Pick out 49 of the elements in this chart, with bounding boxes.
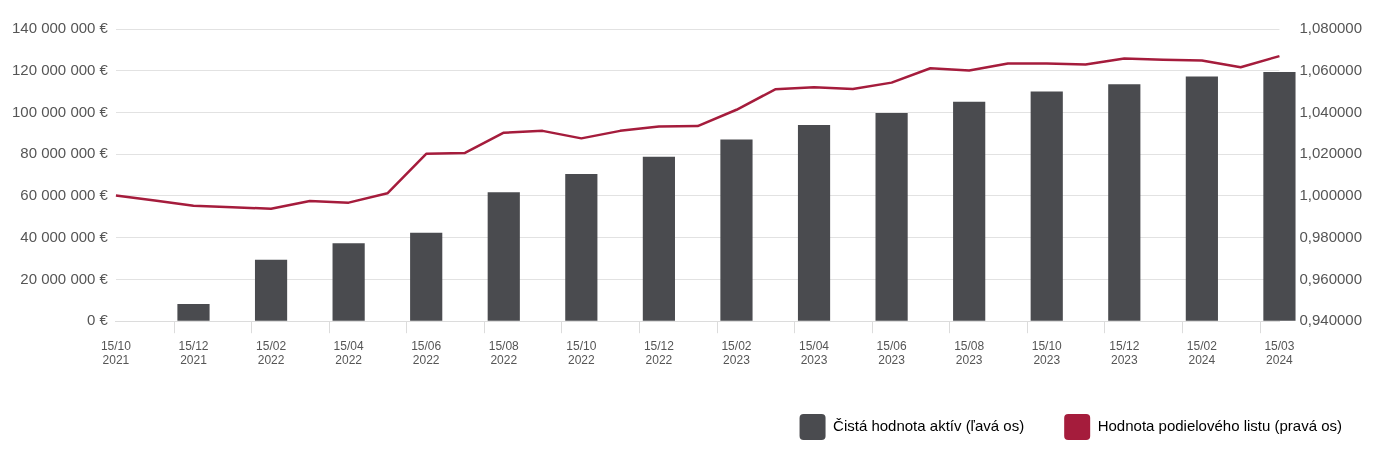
bar [332,243,365,321]
legend-label: Hodnota podielového listu (pravá os) [1097,417,1343,435]
bar [254,259,288,321]
y2-tick-label: 0,960000 [1299,269,1363,287]
x-tick-label: 15/04 2022 [333,338,364,368]
y2-tick-label: 1,040000 [1299,102,1363,120]
x-tick-label: 15/10 2021 [100,338,132,368]
bar [720,139,753,321]
bar [642,156,675,321]
legend-label: Čistá hodnota aktív (ľavá os) [833,417,1025,435]
x-tick-label: 15/02 2023 [721,338,752,368]
y-tick-label: 80 000 000 € [20,144,109,162]
y-tick-label: 20 000 000 € [20,269,109,287]
y-tick-label: 100 000 000 € [11,102,109,120]
bar [797,125,831,321]
bar [1263,72,1296,321]
bar [953,101,986,321]
bar [1108,84,1141,321]
x-tick-label: 15/10 2022 [566,338,597,368]
y2-tick-label: 0,940000 [1299,311,1363,329]
bar [875,113,908,321]
bar [1185,76,1218,321]
x-tick-label: 15/12 2023 [1109,338,1140,368]
x-tick-label: 15/08 2022 [488,338,520,368]
y-tick-label: 140 000 000 € [11,19,109,37]
x-tick-label: 15/03 2024 [1264,338,1295,368]
x-tick-label: 15/06 2022 [411,338,442,368]
y2-tick-label: 0,980000 [1299,227,1363,245]
x-tick-label: 15/10 2023 [1031,338,1063,368]
bar [177,303,210,321]
y2-tick-label: 1,060000 [1299,60,1363,78]
y-tick-label: 0 € [87,311,109,329]
y2-tick-label: 1,020000 [1299,144,1363,162]
y-tick-label: 60 000 000 € [20,186,109,204]
x-tick-label: 15/12 2022 [643,338,675,368]
y2-tick-label: 1,000000 [1299,186,1363,204]
x-tick-label: 15/06 2023 [876,338,907,368]
x-tick-label: 15/12 2021 [178,338,209,368]
x-tick-label: 15/02 2022 [256,338,287,368]
bar [410,232,443,321]
y-tick-label: 120 000 000 € [11,60,109,78]
bar [565,174,598,321]
x-tick-label: 15/04 2023 [799,338,830,368]
bar [487,192,520,321]
y-tick-label: 40 000 000 € [20,227,109,245]
bar [1030,91,1063,321]
x-tick-label: 15/08 2023 [954,338,985,368]
y2-tick-label: 1,080000 [1299,19,1363,37]
x-tick-label: 15/02 2024 [1186,338,1218,368]
